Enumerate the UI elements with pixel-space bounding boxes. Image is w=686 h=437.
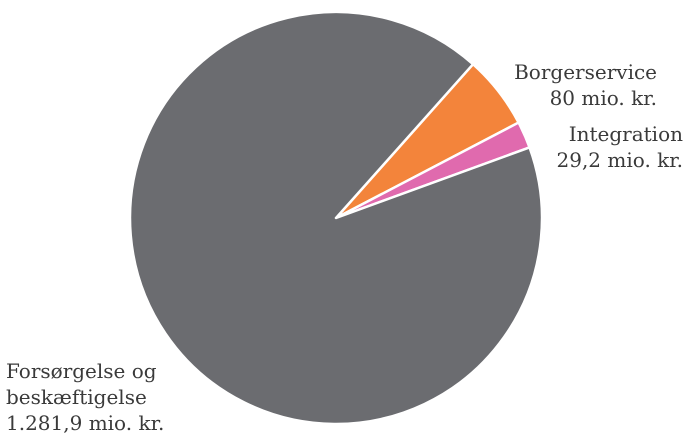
- slice-label-forsorgelse-name-line2: beskæftigelse: [6, 385, 147, 409]
- slice-label-forsorgelse-value: 1.281,9 mio. kr.: [6, 411, 164, 435]
- slice-label-borgerservice-name: Borgerservice: [514, 60, 657, 84]
- slice-label-forsorgelse-name-line1: Forsørgelse og: [6, 359, 157, 383]
- slice-label-integration-value: 29,2 mio. kr.: [557, 148, 684, 172]
- slice-label-borgerservice-value: 80 mio. kr.: [550, 86, 657, 110]
- slice-label-integration-name: Integration: [569, 122, 683, 146]
- pie-slice-forsorgelse-og-beskaeftigelse: [128, 10, 544, 426]
- pie-slices: [128, 10, 544, 426]
